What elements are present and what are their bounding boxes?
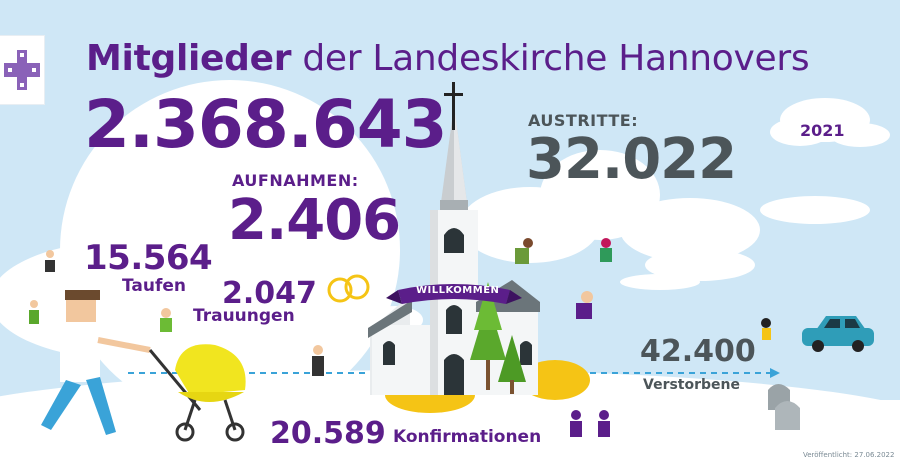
exits-label: AUSTRITTE: <box>528 111 639 130</box>
admissions-value: 2.406 <box>228 188 401 253</box>
exits-value: 32.022 <box>526 127 737 192</box>
baptisms-label: Taufen <box>122 276 187 296</box>
baptisms-value: 15.564 <box>84 238 213 278</box>
deceased-label: Verstorbene <box>643 377 740 393</box>
church-logo <box>0 36 44 104</box>
page-title: Mitglieder der Landeskirche Hannovers <box>86 38 810 79</box>
wedding-rings-illustration <box>327 274 370 303</box>
year-label: 2021 <box>800 121 845 140</box>
weddings-value: 2.047 <box>222 276 317 311</box>
published-date: Veröffentlicht: 27.06.2022 <box>803 451 895 459</box>
church-illustration <box>368 82 540 395</box>
total-members-value: 2.368.643 <box>84 86 448 163</box>
people-illustrations <box>29 238 771 437</box>
deceased-value: 42.400 <box>640 334 756 369</box>
car-illustration <box>802 316 874 352</box>
gravestones-illustration <box>768 384 800 430</box>
parent-with-stroller-illustration <box>41 290 246 442</box>
cross-logo-icon <box>4 50 40 90</box>
confirmations-value: 20.589 <box>270 416 386 451</box>
weddings-label: Trauungen <box>193 306 295 326</box>
admissions-label: AUFNAHMEN: <box>232 171 359 190</box>
confirmations-label: Konfirmationen <box>393 427 542 447</box>
welcome-banner: WILLKOMMEN <box>416 285 500 296</box>
